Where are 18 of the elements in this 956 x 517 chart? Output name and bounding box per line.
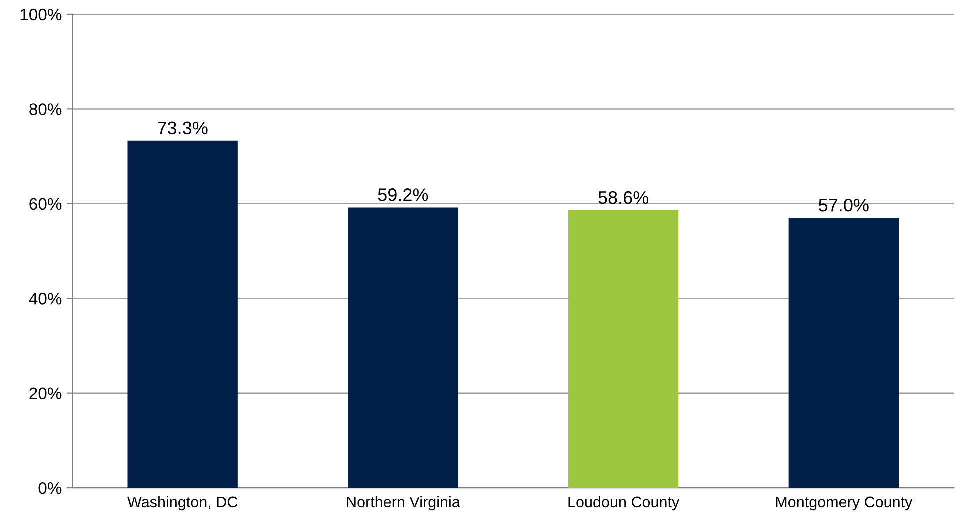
x-tick-label: Montgomery County — [776, 496, 913, 511]
bar — [788, 218, 899, 488]
y-tick-label: 0% — [38, 482, 62, 494]
y-tick-label: 80% — [30, 104, 62, 116]
data-label: 57.0% — [819, 198, 869, 212]
bar — [348, 208, 458, 488]
x-tick-label: Loudoun County — [568, 496, 680, 511]
y-tick-label: 60% — [30, 198, 62, 210]
y-tick-label: 100% — [20, 8, 62, 21]
data-label: 73.3% — [158, 122, 208, 135]
bar — [128, 140, 238, 488]
bar — [568, 210, 679, 488]
x-tick-label: Washington, DC — [128, 496, 238, 511]
y-tick-label: 20% — [30, 388, 62, 400]
data-label: 58.6% — [598, 191, 649, 204]
data-label: 59.2% — [378, 188, 428, 202]
x-tick-label: Northern Virginia — [347, 496, 460, 511]
y-tick-label: 40% — [29, 293, 62, 305]
